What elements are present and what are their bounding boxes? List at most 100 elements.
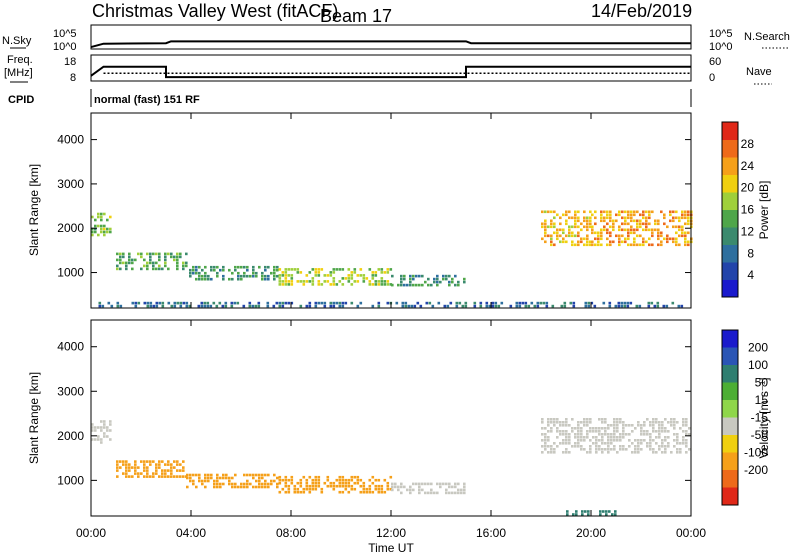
heatmap-cell bbox=[485, 301, 489, 305]
heatmap-cell bbox=[116, 304, 120, 308]
heatmap-cell bbox=[192, 479, 195, 483]
heatmap-cell bbox=[359, 490, 363, 494]
nsky-tick-bottom: 10^0 bbox=[53, 41, 77, 53]
heatmap-cell bbox=[649, 436, 652, 439]
heatmap-cell bbox=[442, 277, 445, 281]
heatmap-cell bbox=[204, 473, 207, 477]
heatmap-cell bbox=[460, 488, 463, 492]
heatmap-cell bbox=[97, 233, 100, 237]
heatmap-cell bbox=[616, 421, 619, 424]
heatmap-cell bbox=[287, 268, 291, 271]
heatmap-cell bbox=[243, 473, 246, 477]
heatmap-cell bbox=[559, 222, 562, 226]
heatmap-cell bbox=[574, 436, 577, 439]
heatmap-cell bbox=[383, 283, 387, 286]
heatmap-cell bbox=[368, 280, 372, 283]
heatmap-cell bbox=[595, 439, 598, 442]
heatmap-cell bbox=[155, 304, 159, 308]
heatmap-cell bbox=[583, 210, 586, 214]
heatmap-cell bbox=[672, 216, 675, 220]
heatmap-cell bbox=[645, 210, 648, 214]
colorbar-swatch bbox=[722, 122, 738, 140]
heatmap-cell bbox=[553, 451, 556, 454]
heatmap-cell bbox=[221, 304, 225, 308]
heatmap-cell bbox=[400, 280, 403, 284]
heatmap-cell bbox=[185, 304, 189, 308]
heatmap-cell bbox=[368, 484, 372, 488]
heatmap-cell bbox=[589, 451, 592, 454]
heatmap-cell bbox=[131, 261, 134, 265]
heatmap-cell bbox=[203, 304, 207, 308]
heatmap-cell bbox=[302, 475, 306, 479]
heatmap-cell bbox=[341, 484, 345, 488]
heatmap-cell bbox=[362, 487, 366, 491]
heatmap-cell bbox=[368, 478, 372, 482]
heatmap-cell bbox=[634, 427, 637, 430]
heatmap-cell bbox=[667, 442, 670, 445]
heatmap-cell bbox=[353, 475, 357, 479]
heatmap-cell bbox=[682, 424, 685, 427]
heatmap-cell bbox=[258, 473, 261, 477]
colorbar-swatch bbox=[722, 192, 738, 210]
heatmap-cell bbox=[667, 445, 670, 448]
heatmap-cell bbox=[391, 283, 394, 287]
heatmap-cell bbox=[91, 233, 94, 237]
heatmap-cell bbox=[107, 301, 111, 305]
heatmap-cell bbox=[267, 265, 270, 269]
heatmap-cell bbox=[149, 460, 152, 463]
heatmap-cell bbox=[637, 448, 640, 451]
heatmap-cell bbox=[267, 485, 270, 489]
heatmap-cell bbox=[599, 513, 602, 516]
heatmap-cell bbox=[155, 301, 159, 305]
heatmap-cell bbox=[439, 482, 442, 486]
heatmap-cell bbox=[565, 418, 568, 421]
heatmap-cell bbox=[273, 274, 276, 278]
heatmap-cell bbox=[109, 215, 112, 219]
heatmap-cell bbox=[592, 427, 595, 430]
heatmap-cell bbox=[167, 469, 170, 472]
heatmap-cell bbox=[445, 488, 448, 492]
heatmap-cell bbox=[664, 430, 667, 433]
heatmap-cell bbox=[347, 481, 351, 485]
heatmap-cell bbox=[248, 301, 252, 305]
heatmap-cell bbox=[584, 510, 587, 513]
heatmap-cell bbox=[201, 268, 204, 272]
heatmap-cell bbox=[600, 234, 603, 238]
heatmap-cell bbox=[281, 283, 285, 286]
freq-panel bbox=[90, 54, 692, 82]
heatmap-cell bbox=[559, 240, 562, 244]
heatmap-cell bbox=[97, 426, 100, 429]
heatmap-cell bbox=[326, 280, 330, 283]
heatmap-cell bbox=[170, 304, 174, 308]
heatmap-cell bbox=[597, 243, 600, 247]
heatmap-cell bbox=[347, 274, 351, 277]
heatmap-cell bbox=[234, 482, 237, 486]
heatmap-cell bbox=[672, 240, 675, 244]
heatmap-cell bbox=[284, 283, 288, 286]
heatmap-cell bbox=[637, 445, 640, 448]
heatmap-cell bbox=[204, 265, 207, 269]
heatmap-cell bbox=[571, 234, 574, 238]
heatmap-cell bbox=[547, 451, 550, 454]
heatmap-cell bbox=[122, 261, 125, 265]
heatmap-cell bbox=[143, 466, 146, 469]
heatmap-cell bbox=[586, 219, 589, 223]
heatmap-cell bbox=[670, 424, 673, 427]
heatmap-cell bbox=[550, 243, 553, 247]
heatmap-cell bbox=[675, 243, 678, 247]
heatmap-cell bbox=[583, 418, 586, 421]
heatmap-cell bbox=[400, 283, 403, 287]
heatmap-cell bbox=[128, 252, 131, 256]
heatmap-cell bbox=[403, 485, 406, 489]
heatmap-cell bbox=[240, 482, 243, 486]
heatmap-cell bbox=[302, 487, 306, 491]
heatmap-cell bbox=[612, 240, 615, 244]
heatmap-cell bbox=[563, 304, 567, 308]
heatmap-cell bbox=[607, 436, 610, 439]
heatmap-cell bbox=[270, 271, 273, 275]
heatmap-cell bbox=[296, 487, 300, 491]
heatmap-cell bbox=[219, 485, 222, 489]
heatmap-cell bbox=[134, 469, 137, 472]
heatmap-cell bbox=[200, 301, 204, 305]
heatmap-cell bbox=[542, 301, 546, 305]
